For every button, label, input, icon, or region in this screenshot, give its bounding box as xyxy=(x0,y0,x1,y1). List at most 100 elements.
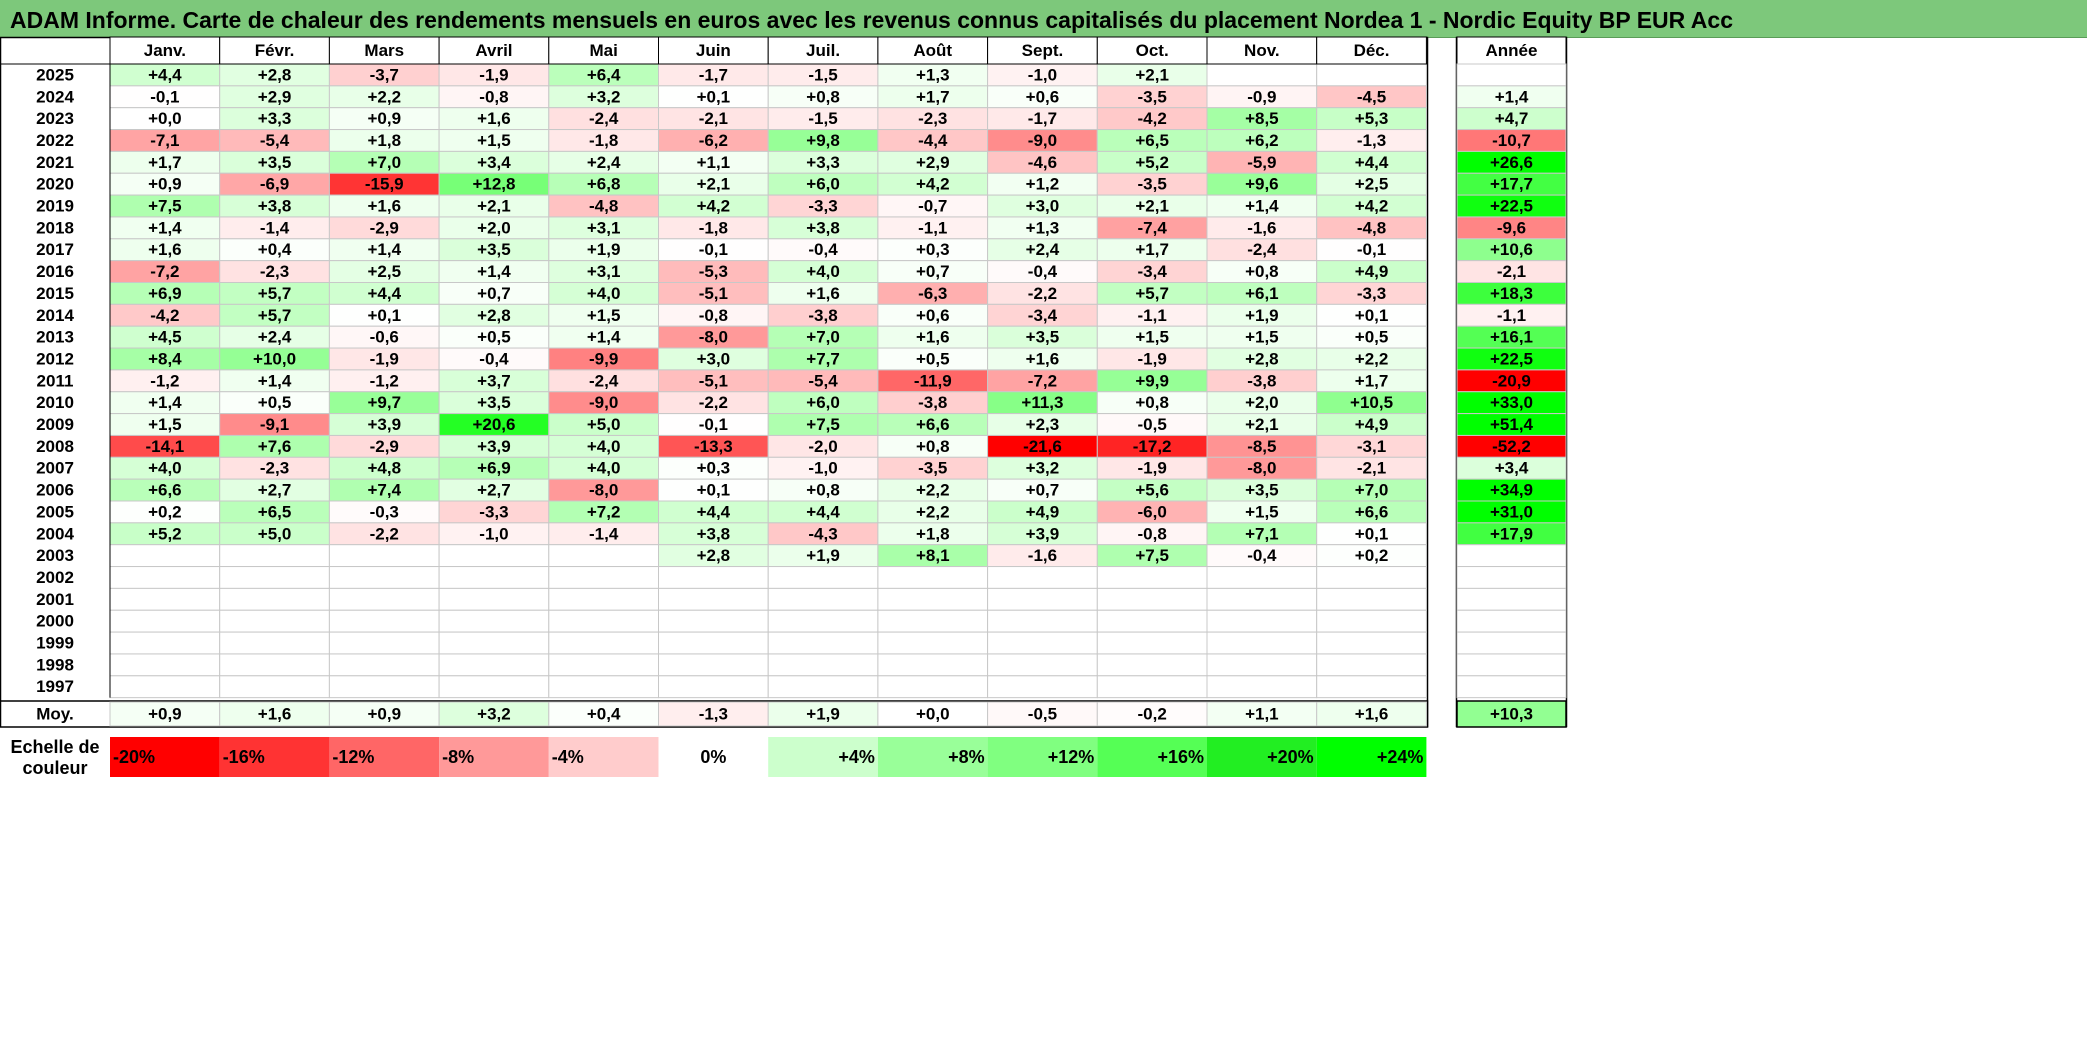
cell-value: +2,1 xyxy=(477,197,511,216)
year-label: 2025 xyxy=(36,65,74,84)
heatmap-cell xyxy=(877,566,989,589)
scale-stop-label: 0% xyxy=(700,747,726,767)
cell-value: +7,0 xyxy=(1355,481,1389,500)
cell-value: +1,5 xyxy=(477,131,511,150)
scale-swatch xyxy=(1207,737,1317,777)
annual-value: +51,4 xyxy=(1490,415,1534,434)
cell-value: -7,2 xyxy=(150,262,179,281)
month-header-cell xyxy=(1206,36,1318,65)
cell-value: +2,5 xyxy=(367,262,401,281)
cell-value: +6,4 xyxy=(587,65,621,84)
heatmap-cell xyxy=(767,675,879,699)
cell-value: +3,9 xyxy=(1026,524,1060,543)
cell-value: +0,8 xyxy=(1245,262,1279,281)
cell-value: +7,5 xyxy=(1135,546,1169,565)
heatmap-cell xyxy=(1316,609,1427,633)
heatmap-cell xyxy=(438,587,550,611)
scale-stop-label: -4% xyxy=(552,747,584,767)
cell-value: +5,7 xyxy=(258,284,292,303)
cell-value: -1,1 xyxy=(918,218,947,237)
average-cell xyxy=(1316,701,1427,727)
annual-value: +1,4 xyxy=(1495,87,1529,106)
heatmap-cell xyxy=(1096,675,1208,699)
heatmap-cell xyxy=(767,609,879,633)
annual-value: +18,3 xyxy=(1490,284,1533,303)
average-value: -1,3 xyxy=(699,704,728,723)
cell-value: +2,2 xyxy=(916,502,950,521)
cell-value: -9,9 xyxy=(589,349,618,368)
heatmap-cell xyxy=(658,566,769,589)
scale-swatch xyxy=(1097,737,1207,777)
cell-value: +0,9 xyxy=(148,175,182,194)
cell-value: +3,1 xyxy=(587,262,621,281)
cell-value: -2,3 xyxy=(918,109,947,128)
cell-value: -11,9 xyxy=(914,371,952,390)
year-label: 2002 xyxy=(36,568,74,587)
cell-value: +3,8 xyxy=(806,218,840,237)
cell-value: -0,8 xyxy=(479,87,508,106)
heatmap-cell xyxy=(438,566,550,589)
cell-value: +1,4 xyxy=(148,218,182,237)
cell-value: +4,9 xyxy=(1355,415,1389,434)
cell-value: -2,2 xyxy=(1028,284,1057,303)
cell-value: +5,2 xyxy=(1135,153,1169,172)
month-header-label: Nov. xyxy=(1244,41,1280,60)
cell-value: -2,2 xyxy=(370,524,399,543)
heatmap-cell xyxy=(877,675,989,699)
cell-value: -3,5 xyxy=(918,459,947,478)
scale-swatch xyxy=(877,737,988,777)
average-value: -0,2 xyxy=(1138,704,1167,723)
cell-value: +0,5 xyxy=(477,328,511,347)
cell-value: -3,3 xyxy=(808,197,837,216)
cell-value: -4,8 xyxy=(1357,218,1386,237)
cell-value: +0,0 xyxy=(148,109,182,128)
heatmap-cell xyxy=(219,544,330,568)
scale-swatch xyxy=(110,737,220,777)
cell-value: +1,7 xyxy=(148,153,182,172)
average-value: +1,6 xyxy=(258,704,292,723)
cell-value: +7,2 xyxy=(587,502,621,521)
cell-value: +1,3 xyxy=(916,65,950,84)
cell-value: -5,4 xyxy=(260,131,290,150)
cell-value: -21,6 xyxy=(1023,437,1062,456)
year-label: 1999 xyxy=(36,634,74,653)
heatmap-cell xyxy=(767,587,879,611)
scale-swatch xyxy=(439,737,549,777)
scale-swatch xyxy=(658,737,769,777)
cell-value: -0,1 xyxy=(699,240,728,259)
cell-value: +0,7 xyxy=(477,284,511,303)
cell-value: +3,5 xyxy=(258,153,292,172)
heatmap-cell xyxy=(109,675,221,699)
cell-value: +6,5 xyxy=(258,502,292,521)
cell-value: -2,4 xyxy=(589,109,619,128)
average-cell xyxy=(548,701,659,727)
cell-value: +4,2 xyxy=(1355,197,1389,216)
average-value: +0,9 xyxy=(367,704,401,723)
heatmap-cell xyxy=(438,609,550,633)
cell-value: +6,6 xyxy=(148,481,182,500)
cell-value: +3,9 xyxy=(367,415,401,434)
cell-value: -0,9 xyxy=(1247,87,1276,106)
cell-value: +2,2 xyxy=(916,481,950,500)
heatmap-cell xyxy=(1096,653,1208,677)
heatmap-cell xyxy=(767,631,879,655)
cell-value: +0,6 xyxy=(1026,87,1060,106)
cell-value: -1,4 xyxy=(260,218,290,237)
heatmap-cell xyxy=(219,653,330,677)
heatmap-cell xyxy=(548,587,659,611)
cell-value: -0,3 xyxy=(370,502,399,521)
cell-value: -1,9 xyxy=(1138,459,1167,478)
cell-value: +1,4 xyxy=(1245,197,1279,216)
heatmap-cell xyxy=(1316,675,1427,699)
cell-value: +1,9 xyxy=(806,546,840,565)
cell-value: +1,9 xyxy=(587,240,621,259)
annual-value: -9,6 xyxy=(1497,218,1526,237)
cell-value: -4,2 xyxy=(150,306,179,325)
heatmap-cell xyxy=(1206,587,1318,611)
cell-value: -1,3 xyxy=(1357,131,1386,150)
cell-value: +3,1 xyxy=(587,218,621,237)
heatmap-cell xyxy=(658,587,769,611)
month-header-label: Janv. xyxy=(144,41,186,60)
heatmap-cell xyxy=(1316,653,1427,677)
cell-value: +2,5 xyxy=(1355,175,1389,194)
